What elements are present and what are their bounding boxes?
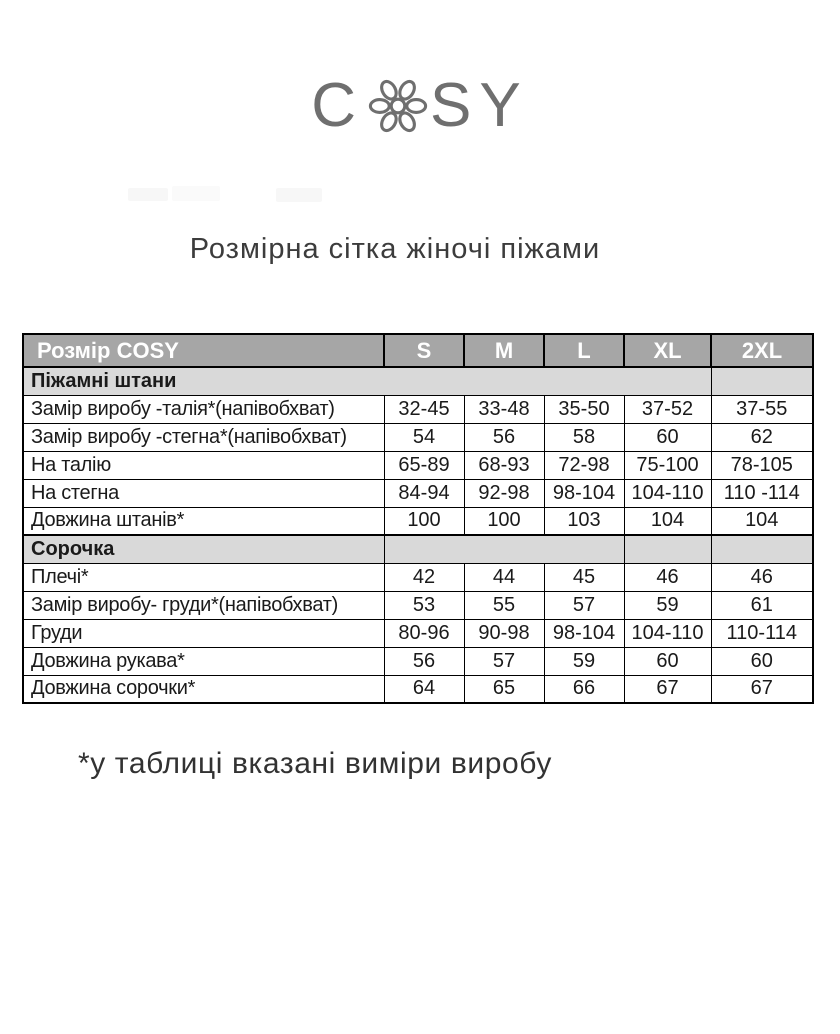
cell-value: 44 [463, 562, 545, 592]
cell-value: 68-93 [463, 450, 545, 480]
faint-watermark-artifact [276, 188, 322, 202]
cell-value: 66 [543, 674, 625, 704]
cell-value: 78-105 [710, 450, 814, 480]
row-label: Довжина рукава* [22, 646, 385, 676]
section-empty-cell [623, 534, 712, 564]
cell-value: 65 [463, 674, 545, 704]
table-row: Плечі* 42 44 45 46 46 [22, 562, 814, 592]
cell-value: 53 [383, 590, 465, 620]
cell-value: 57 [463, 646, 545, 676]
size-chart: Розмір COSY S M L XL 2XL Піжамні штани З… [22, 333, 814, 704]
row-label: Плечі* [22, 562, 385, 592]
cell-value: 35-50 [543, 394, 625, 424]
header-size-2xl: 2XL [710, 333, 814, 368]
cell-value: 104-110 [623, 618, 712, 648]
cell-value: 46 [623, 562, 712, 592]
cell-value: 80-96 [383, 618, 465, 648]
cell-value: 98-104 [543, 478, 625, 508]
table-row: На талію 65-89 68-93 72-98 75-100 78-105 [22, 450, 814, 480]
row-label: Замір виробу -талія*(напівобхват) [22, 394, 385, 424]
cell-value: 104 [710, 506, 814, 536]
cell-value: 103 [543, 506, 625, 536]
cell-value: 90-98 [463, 618, 545, 648]
cell-value: 58 [543, 422, 625, 452]
section-title-shirt: Сорочка [22, 534, 385, 564]
row-label: Груди [22, 618, 385, 648]
cell-value: 56 [463, 422, 545, 452]
section-title-pants: Піжамні штани [22, 366, 712, 396]
row-label: Довжина штанів* [22, 506, 385, 536]
section-empty-cell [710, 534, 814, 564]
size-table: Розмір COSY S M L XL 2XL Піжамні штани З… [22, 333, 814, 704]
section-row-pants: Піжамні штани [22, 366, 814, 396]
cell-value: 54 [383, 422, 465, 452]
cell-value: 60 [710, 646, 814, 676]
cell-value: 65-89 [383, 450, 465, 480]
cell-value: 75-100 [623, 450, 712, 480]
cell-value: 92-98 [463, 478, 545, 508]
cell-value: 59 [543, 646, 625, 676]
cell-value: 37-55 [710, 394, 814, 424]
section-empty-cell [710, 366, 814, 396]
header-size-cosy: Розмір COSY [22, 333, 385, 368]
cell-value: 67 [710, 674, 814, 704]
cell-value: 59 [623, 590, 712, 620]
cell-value: 61 [710, 590, 814, 620]
cell-value: 100 [463, 506, 545, 536]
row-label: Замір виробу -стегна*(напівобхват) [22, 422, 385, 452]
header-size-l: L [543, 333, 625, 368]
header-size-xl: XL [623, 333, 712, 368]
cell-value: 72-98 [543, 450, 625, 480]
cell-value: 46 [710, 562, 814, 592]
cell-value: 56 [383, 646, 465, 676]
faint-watermark-artifact [172, 186, 220, 201]
cell-value: 60 [623, 422, 712, 452]
flower-knot-icon [368, 79, 428, 133]
cell-value: 104 [623, 506, 712, 536]
cell-value: 104-110 [623, 478, 712, 508]
cell-value: 98-104 [543, 618, 625, 648]
faint-watermark-artifact [128, 188, 168, 201]
cell-value: 42 [383, 562, 465, 592]
table-row: Довжина штанів* 100 100 103 104 104 [22, 506, 814, 536]
row-label: На стегна [22, 478, 385, 508]
cell-value: 110-114 [710, 618, 814, 648]
table-row: Замір виробу -стегна*(напівобхват) 54 56… [22, 422, 814, 452]
cell-value: 55 [463, 590, 545, 620]
table-row: Замір виробу -талія*(напівобхват) 32-45 … [22, 394, 814, 424]
measurements-footnote: *у таблиці вказані виміри виробу [78, 747, 553, 780]
cell-value: 67 [623, 674, 712, 704]
table-row: На стегна 84-94 92-98 98-104 104-110 110… [22, 478, 814, 508]
cell-value: 32-45 [383, 394, 465, 424]
cell-value: 110 -114 [710, 478, 814, 508]
brand-logo: C SY [0, 71, 840, 140]
cell-value: 64 [383, 674, 465, 704]
logo-letters-sy: SY [430, 71, 529, 140]
table-header-row: Розмір COSY S M L XL 2XL [22, 333, 814, 368]
header-size-s: S [383, 333, 465, 368]
table-row: Груди 80-96 90-98 98-104 104-110 110-114 [22, 618, 814, 648]
cell-value: 84-94 [383, 478, 465, 508]
row-label: На талію [22, 450, 385, 480]
cell-value: 45 [543, 562, 625, 592]
table-row: Замір виробу- груди*(напівобхват) 53 55 … [22, 590, 814, 620]
cell-value: 33-48 [463, 394, 545, 424]
cell-value: 100 [383, 506, 465, 536]
section-row-shirt: Сорочка [22, 534, 814, 564]
cell-value: 57 [543, 590, 625, 620]
cell-value: 60 [623, 646, 712, 676]
cell-value: 37-52 [623, 394, 712, 424]
table-row: Довжина рукава* 56 57 59 60 60 [22, 646, 814, 676]
row-label: Замір виробу- груди*(напівобхват) [22, 590, 385, 620]
section-empty-cell [383, 534, 625, 564]
page-title: Розмірна сітка жіночі піжами [189, 233, 601, 265]
cell-value: 62 [710, 422, 814, 452]
logo-letter-c: C [311, 71, 365, 140]
header-size-m: M [463, 333, 545, 368]
row-label: Довжина сорочки* [22, 674, 385, 704]
table-row: Довжина сорочки* 64 65 66 67 67 [22, 674, 814, 704]
